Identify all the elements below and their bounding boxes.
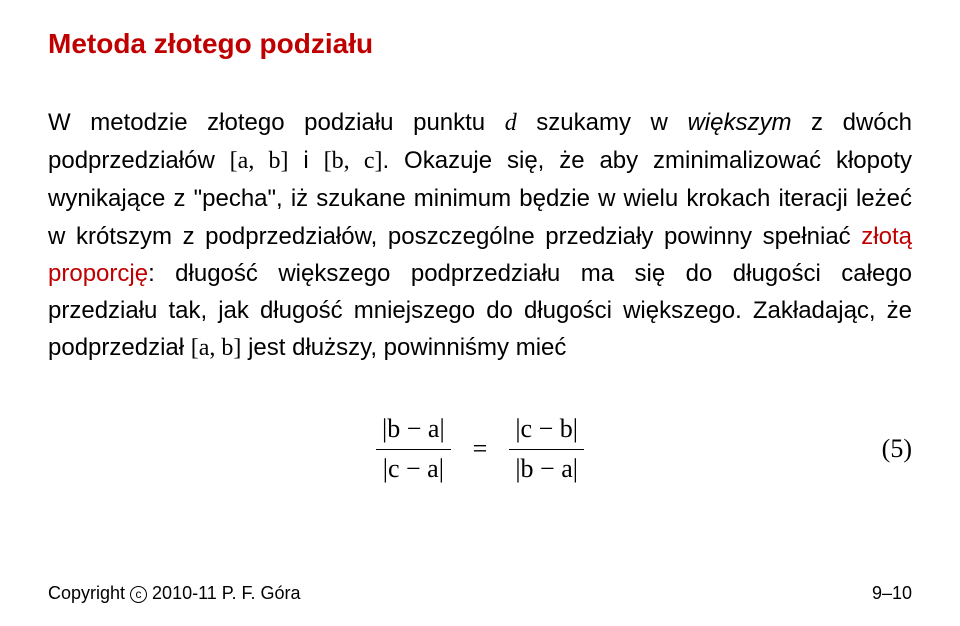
emph-wiekszym: większym: [687, 109, 791, 136]
text: i: [289, 147, 324, 174]
interval-ab: [a, b]: [230, 148, 289, 174]
footer-right: 9–10: [872, 583, 912, 604]
copyright-word: Copyright: [48, 583, 130, 603]
text: jest dłuższy, powinniśmy mieć: [241, 334, 566, 361]
body-paragraph: W metodzie złotego podziału punktu d szu…: [48, 104, 912, 367]
equation-number: (5): [882, 434, 912, 464]
equals-sign: =: [473, 434, 488, 464]
interval-bc: [b, c]: [324, 148, 383, 174]
text: szukamy w: [517, 109, 688, 136]
text: W metodzie złotego podziału punktu: [48, 109, 505, 136]
denominator: |c − a|: [377, 453, 450, 486]
fraction-bar: [509, 449, 584, 450]
slide-page: Metoda złotego podziału W metodzie złote…: [0, 0, 960, 626]
equation-row: |b − a| |c − a| = |c − b| |b − a| (5): [48, 413, 912, 485]
math-d: d: [505, 110, 517, 136]
numerator: |b − a|: [376, 413, 451, 446]
copyright-icon: c: [130, 586, 147, 603]
slide-footer: Copyright c 2010-11 P. F. Góra 9–10: [48, 583, 912, 604]
fraction-right: |c − b| |b − a|: [509, 413, 584, 485]
footer-left: Copyright c 2010-11 P. F. Góra: [48, 583, 300, 604]
denominator: |b − a|: [509, 453, 584, 486]
slide-title: Metoda złotego podziału: [48, 28, 912, 60]
fraction-bar: [376, 449, 451, 450]
interval-ab2: [a, b]: [191, 335, 242, 361]
fraction-left: |b − a| |c − a|: [376, 413, 451, 485]
copyright-rest: 2010-11 P. F. Góra: [147, 583, 300, 603]
numerator: |c − b|: [509, 413, 584, 446]
